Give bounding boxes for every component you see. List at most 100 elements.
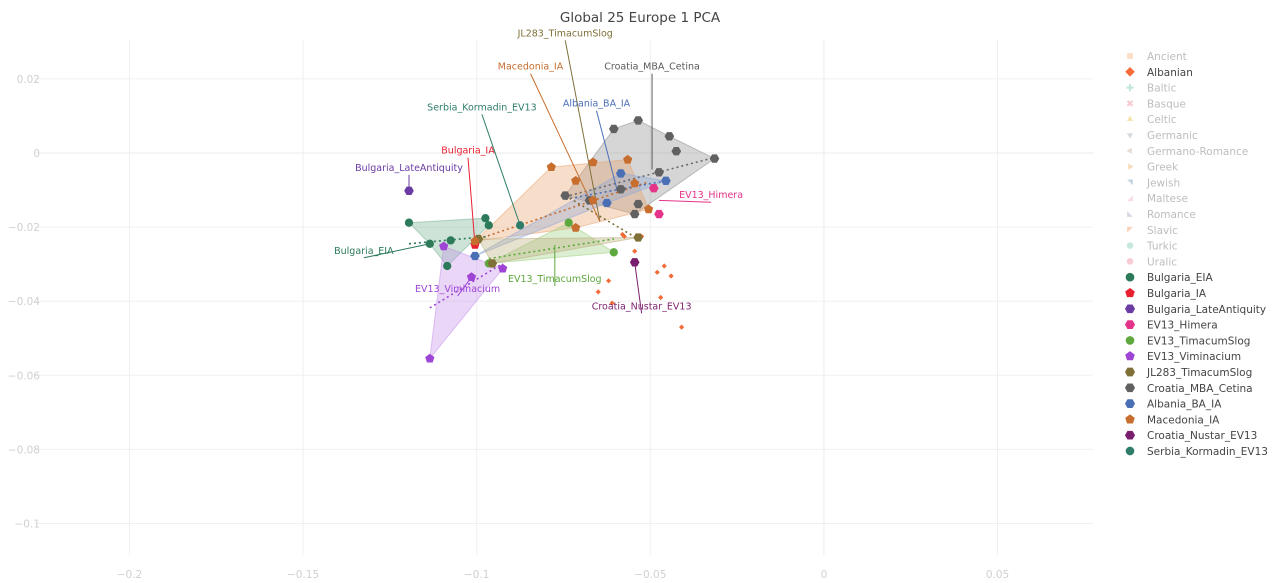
data-point-macedonia_ia <box>644 204 654 214</box>
annotation-label: Bulgaria_EIA <box>334 246 394 257</box>
data-points <box>404 116 720 363</box>
legend-label: Germano-Romance <box>1147 146 1248 158</box>
annotation-label: Albania_BA_IA <box>563 99 631 110</box>
data-point-ev13_viminacium <box>439 241 449 251</box>
legend-item-turkic[interactable]: Turkic <box>1126 241 1178 253</box>
marker-shape <box>654 209 664 219</box>
trend-line-albania_ba_ia <box>565 180 667 201</box>
x-tick-label: 0 <box>821 569 828 581</box>
annotation-label: Croatia_MBA_Cetina <box>604 62 700 73</box>
data-point-bulgaria_eia <box>481 214 490 223</box>
annotations: JL283_TimacumSlog Macedonia_IA Croatia_MBA… <box>334 28 743 312</box>
legend-marker <box>1125 287 1135 298</box>
legend-label: Albania_BA_IA <box>1147 399 1222 411</box>
annotation-label: EV13_Himera <box>679 190 743 201</box>
data-point-albanian <box>661 263 667 269</box>
legend-item-greek[interactable]: Greek <box>1128 162 1179 174</box>
legend-item-jl283_timacumslog[interactable]: JL283_TimacumSlog <box>1124 367 1252 379</box>
data-point-albanian <box>632 248 638 254</box>
legend-item-albania_ba_ia[interactable]: Albania_BA_IA <box>1124 399 1222 411</box>
legend-marker <box>1126 133 1134 139</box>
legend-item-croatia_nustar_ev13[interactable]: Croatia_Nustar_EV13 <box>1124 430 1257 442</box>
marker-shape <box>1124 304 1136 314</box>
legend-marker <box>1126 147 1132 154</box>
legend-item-ev13_himera[interactable]: EV13_Himera <box>1124 320 1218 332</box>
marker-shape <box>633 116 644 125</box>
data-point-ev13_viminacium <box>425 353 435 363</box>
marker-shape <box>1126 242 1134 249</box>
marker-shape <box>1127 53 1133 59</box>
legend-item-serbia_kormadin_ev13[interactable]: Serbia_Kormadin_EV13 <box>1125 446 1268 458</box>
data-point-bulgaria_eia <box>404 218 414 227</box>
data-point-ev13_himera <box>648 184 659 193</box>
marker-shape <box>1124 383 1136 393</box>
legend-item-bulgaria_lateantiquity[interactable]: Bulgaria_LateAntiquity <box>1124 304 1266 316</box>
marker-shape <box>1128 163 1134 170</box>
annotation-label: EV13_TimacumSlog <box>508 274 602 285</box>
marker-shape <box>629 209 640 219</box>
data-point-macedonia_ia <box>588 195 598 205</box>
annotation-leader <box>658 199 712 203</box>
data-point-croatia_mba_cetina <box>560 191 571 200</box>
legend-item-ev13_viminacium[interactable]: EV13_Viminacium <box>1125 351 1241 363</box>
trend-line-jl283_timacumslog <box>564 194 639 240</box>
data-point-ev13_timacumslog <box>609 248 618 257</box>
legend-item-ancient[interactable]: Ancient <box>1127 51 1187 63</box>
trend-line-ev13_timacumslog <box>488 238 614 260</box>
marker-shape <box>621 233 627 239</box>
legend-label: Turkic <box>1146 241 1178 253</box>
marker-shape <box>654 269 660 275</box>
legend-marker <box>1124 383 1136 393</box>
y-tick-label: −0.06 <box>8 370 40 382</box>
marker-shape <box>1124 320 1136 329</box>
legend-item-basque[interactable]: Basque <box>1126 98 1186 110</box>
data-point-ev13_himera <box>654 209 664 219</box>
marker-shape <box>1124 430 1136 440</box>
marker-shape <box>404 218 414 227</box>
legend-label: Basque <box>1147 98 1186 110</box>
x-tick-label: −0.05 <box>634 569 666 581</box>
x-tick-label: 0.05 <box>986 569 1009 581</box>
data-point-macedonia_ia <box>470 236 480 246</box>
marker-shape <box>1125 414 1135 424</box>
data-point-macedonia_ia <box>623 154 633 164</box>
legend-marker <box>1125 414 1135 424</box>
data-point-croatia_mba_cetina <box>671 147 682 156</box>
legend-item-uralic[interactable]: Uralic <box>1126 256 1178 268</box>
legend-item-albanian[interactable]: Albanian <box>1125 67 1193 79</box>
legend-label: Celtic <box>1147 114 1177 126</box>
data-point-albania_ba_ia <box>661 176 671 185</box>
legend-item-bulgaria_ia[interactable]: Bulgaria_IA <box>1125 287 1207 300</box>
legend-marker <box>1124 367 1136 377</box>
marker-shape <box>571 175 581 185</box>
annotation-leader <box>481 114 521 226</box>
legend-item-croatia_mba_cetina[interactable]: Croatia_MBA_Cetina <box>1124 383 1253 395</box>
y-tick-label: −0.04 <box>8 296 40 308</box>
legend-item-celtic[interactable]: Celtic <box>1126 114 1177 126</box>
legend-label: Germanic <box>1147 130 1198 142</box>
marker-shape <box>564 218 573 227</box>
data-point-macedonia_ia <box>571 222 581 232</box>
chart-title: Global 25 Europe 1 PCA <box>560 10 721 26</box>
marker-shape <box>1125 272 1135 282</box>
marker-shape <box>588 157 598 167</box>
annotation-label: Serbia_Kormadin_EV13 <box>427 102 536 113</box>
data-point-croatia_mba_cetina <box>615 185 626 194</box>
legend-item-baltic[interactable]: Baltic <box>1126 83 1177 95</box>
marker-shape <box>648 184 659 193</box>
marker-shape <box>1126 133 1134 139</box>
trend-line-ev13_viminacium <box>429 262 504 309</box>
legend-item-macedonia_ia[interactable]: Macedonia_IA <box>1125 414 1220 426</box>
annotation-leader <box>363 243 430 259</box>
legend-item-germanic[interactable]: Germanic <box>1126 130 1198 142</box>
marker-shape <box>487 259 498 268</box>
marker-shape <box>671 147 682 156</box>
legend-item-bulgaria_eia[interactable]: Bulgaria_EIA <box>1125 272 1214 284</box>
marker-shape <box>404 186 414 195</box>
marker-shape <box>632 248 638 254</box>
legend-item-germano-romance[interactable]: Germano-Romance <box>1126 146 1248 158</box>
legend-item-ev13_timacumslog[interactable]: EV13_TimacumSlog <box>1125 335 1251 347</box>
legend-label: Ancient <box>1147 51 1187 63</box>
marker-shape <box>470 251 480 261</box>
